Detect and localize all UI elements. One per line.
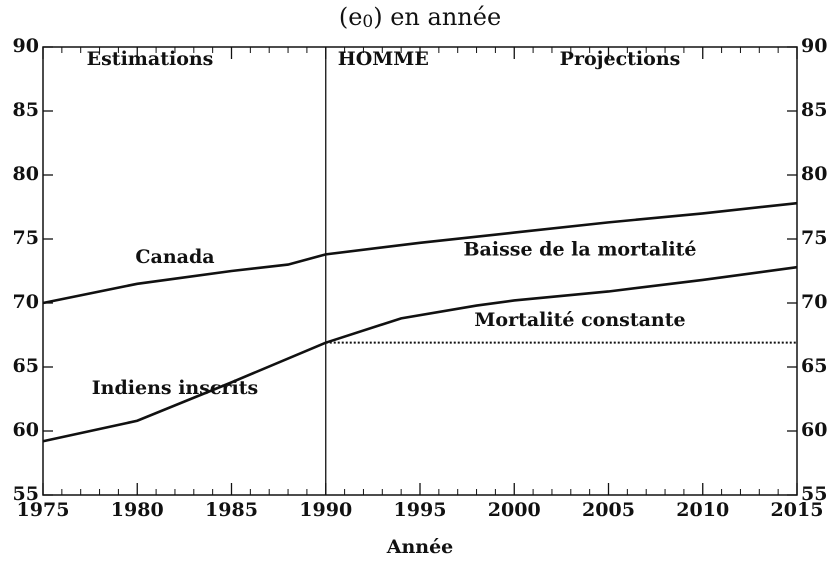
series-label: Indiens inscrits (92, 377, 258, 399)
series-line (325, 265, 798, 344)
y-tick-label: 60 (13, 419, 39, 441)
y2-tick-label: 80 (801, 163, 827, 185)
annotation: HOMME (338, 48, 429, 70)
x-tick-label: 2010 (676, 499, 729, 521)
y-tick-label: 75 (13, 227, 39, 249)
series-line (42, 201, 798, 305)
y-tick-label: 80 (13, 163, 39, 185)
chart-title: (e0) en année (339, 3, 501, 32)
x-tick-label: 2005 (582, 499, 635, 521)
annotation: Projections (560, 48, 681, 70)
y-tick-label: 90 (13, 35, 39, 57)
x-tick-label: 2015 (771, 499, 824, 521)
y2-tick-label: 55 (801, 483, 827, 505)
y-tick-label: 70 (13, 291, 39, 313)
y2-tick-label: 85 (801, 99, 827, 121)
x-tick-label: 1980 (111, 499, 164, 521)
x-tick-label: 1975 (17, 499, 70, 521)
x-tick-label: 1985 (205, 499, 258, 521)
x-tick-label: 1990 (299, 499, 352, 521)
series-label: Canada (135, 246, 214, 268)
x-tick-label: 2000 (488, 499, 541, 521)
y2-tick-label: 65 (801, 355, 827, 377)
series-label: Mortalité constante (474, 309, 685, 331)
series-label: Baisse de la mortalité (464, 239, 697, 261)
y2-tick-label: 90 (801, 35, 827, 57)
y-tick-label: 55 (13, 483, 39, 505)
y2-tick-label: 70 (801, 291, 827, 313)
plot-frame (42, 46, 798, 496)
y-tick-label: 65 (13, 355, 39, 377)
annotation: Estimations (87, 48, 214, 70)
y2-tick-label: 60 (801, 419, 827, 441)
series-line (42, 341, 327, 443)
x-axis-label: Année (386, 536, 454, 558)
x-tick-label: 1995 (394, 499, 447, 521)
y-tick-label: 85 (13, 99, 39, 121)
y2-tick-label: 75 (801, 227, 827, 249)
